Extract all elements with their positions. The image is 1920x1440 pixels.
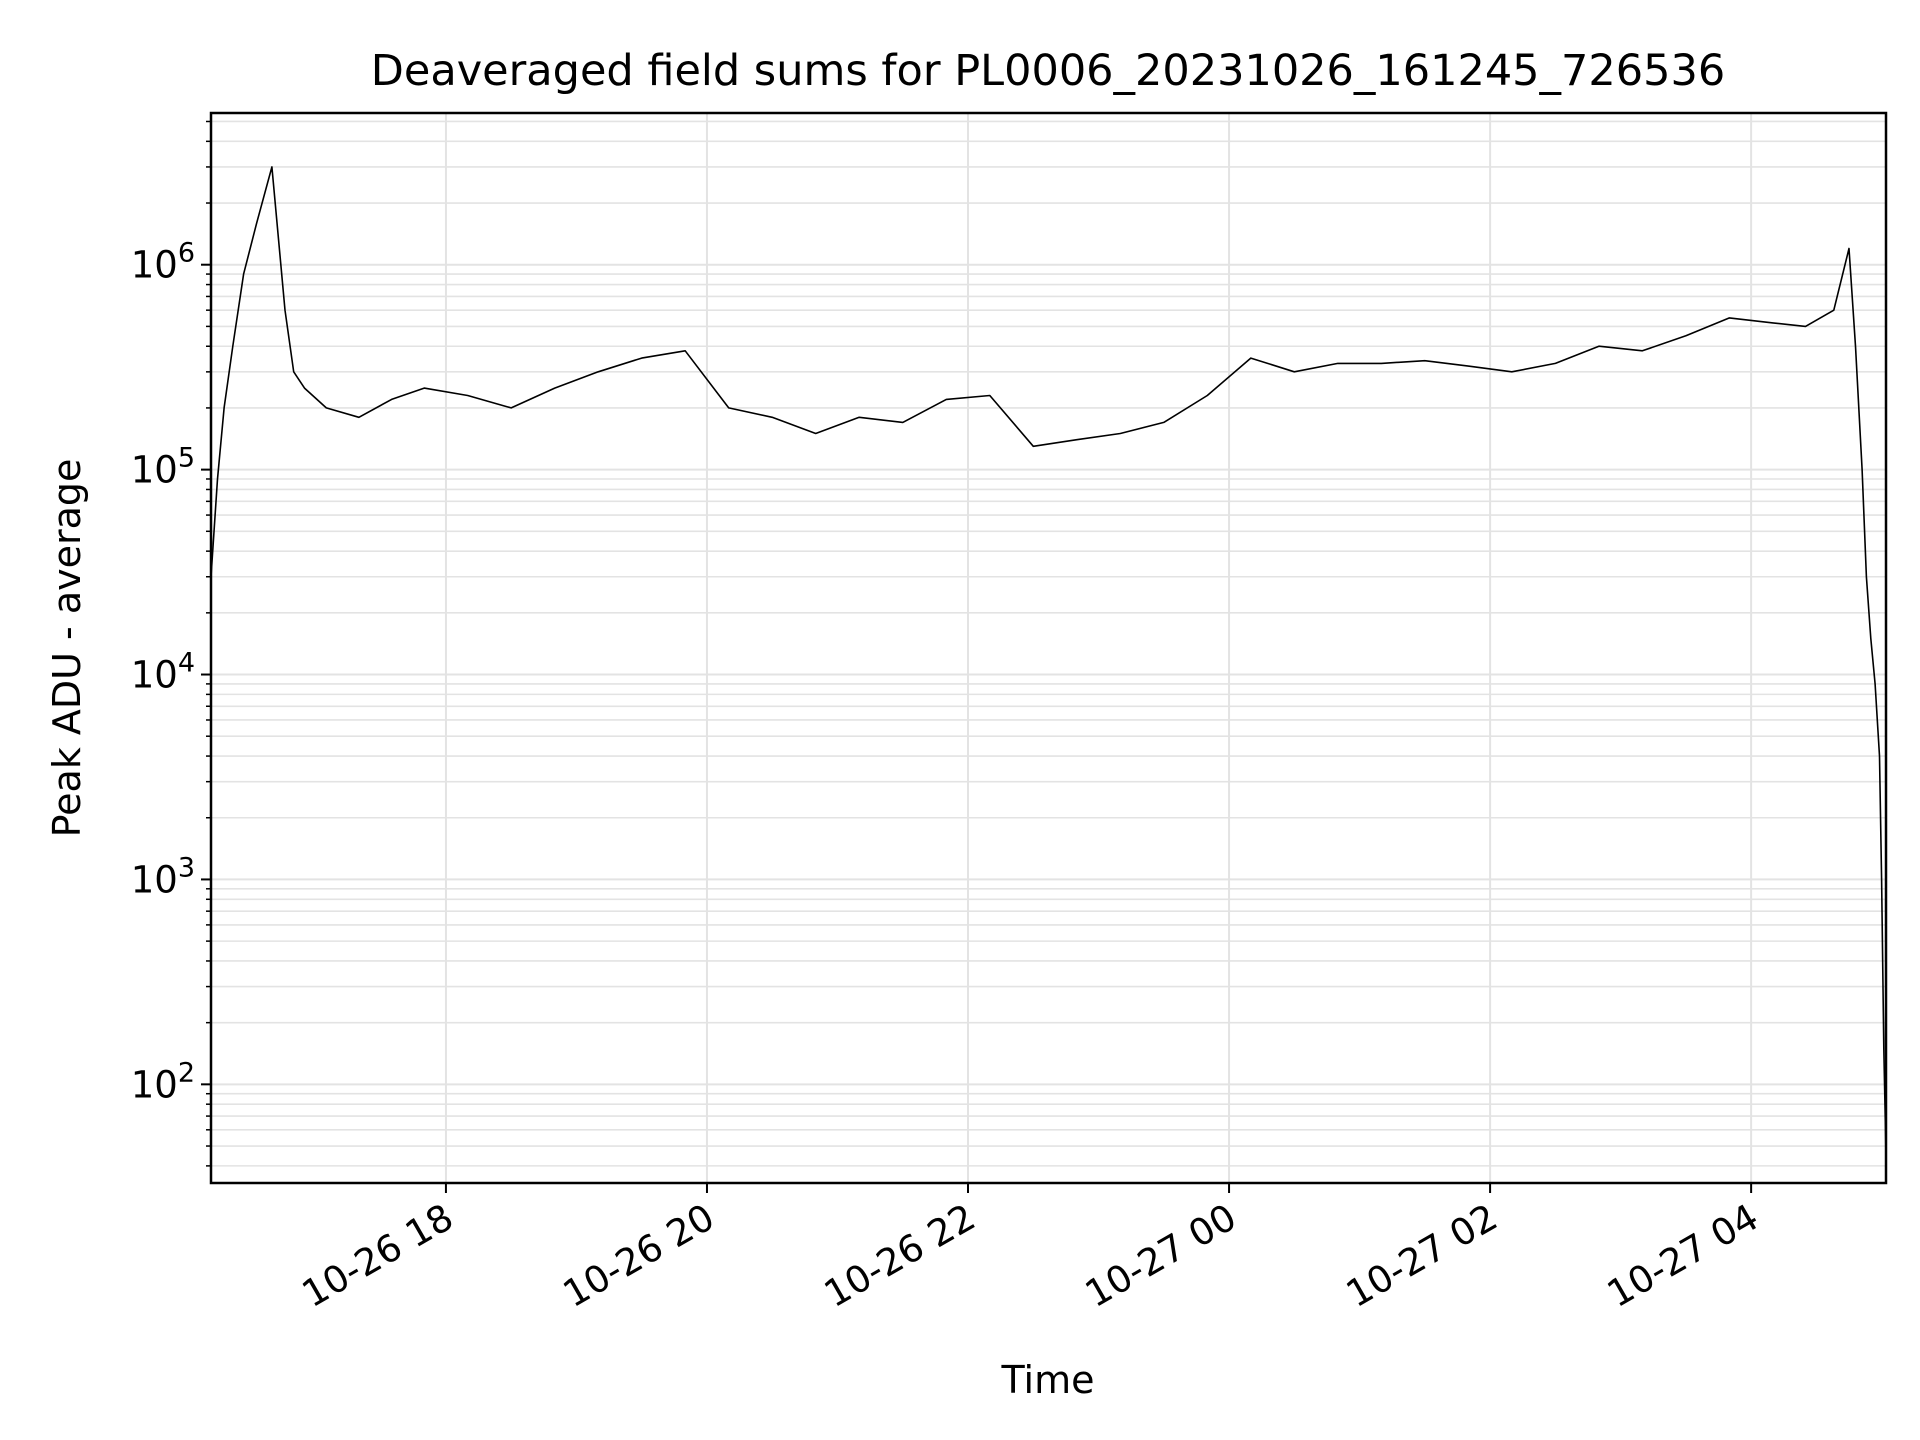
x-axis-label: Time bbox=[1001, 1358, 1095, 1402]
x-axis: 10-26 18 10-26 20 10-26 22 10-27 00 10-27 02… bbox=[295, 1183, 1766, 1316]
y-tick-label: 105 bbox=[131, 443, 195, 492]
x-tick-label: 10-27 00 bbox=[1078, 1196, 1244, 1316]
y-tick-label: 104 bbox=[131, 648, 195, 697]
y-tick-label: 102 bbox=[131, 1057, 195, 1106]
x-tick-label: 10-27 04 bbox=[1600, 1196, 1766, 1316]
chart-title: Deaveraged field sums for PL0006_2023102… bbox=[371, 46, 1725, 96]
grid bbox=[211, 113, 1886, 1183]
x-tick-label: 10-26 18 bbox=[295, 1196, 461, 1316]
x-tick-label: 10-26 20 bbox=[556, 1196, 722, 1316]
series-layer bbox=[210, 166, 1887, 1156]
y-axis: 102 103 104 105 106 bbox=[131, 120, 211, 1167]
x-tick-label: 10-26 22 bbox=[817, 1196, 983, 1316]
y-tick-label: 106 bbox=[131, 238, 195, 287]
plot-frame bbox=[209, 111, 1888, 1185]
y-axis-label: Peak ADU - average bbox=[45, 459, 89, 838]
x-tick-label: 10-27 02 bbox=[1339, 1196, 1505, 1316]
y-tick-label: 103 bbox=[131, 852, 195, 901]
series-line bbox=[210, 166, 1887, 1156]
